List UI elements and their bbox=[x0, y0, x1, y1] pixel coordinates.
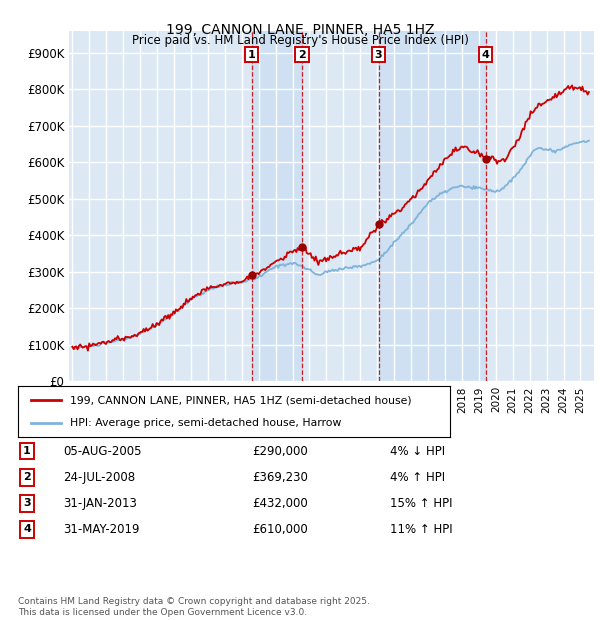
Text: 1: 1 bbox=[23, 446, 31, 456]
Text: 2: 2 bbox=[298, 50, 306, 60]
Text: £290,000: £290,000 bbox=[252, 445, 308, 458]
Text: 2: 2 bbox=[23, 472, 31, 482]
Text: Price paid vs. HM Land Registry's House Price Index (HPI): Price paid vs. HM Land Registry's House … bbox=[131, 34, 469, 47]
Text: 199, CANNON LANE, PINNER, HA5 1HZ: 199, CANNON LANE, PINNER, HA5 1HZ bbox=[166, 23, 434, 37]
Text: 31-MAY-2019: 31-MAY-2019 bbox=[63, 523, 139, 536]
Text: £369,230: £369,230 bbox=[252, 471, 308, 484]
Text: HPI: Average price, semi-detached house, Harrow: HPI: Average price, semi-detached house,… bbox=[70, 418, 341, 428]
Text: 4: 4 bbox=[23, 525, 31, 534]
Text: 1: 1 bbox=[248, 50, 256, 60]
Text: Contains HM Land Registry data © Crown copyright and database right 2025.
This d: Contains HM Land Registry data © Crown c… bbox=[18, 598, 370, 617]
Text: 24-JUL-2008: 24-JUL-2008 bbox=[63, 471, 135, 484]
Text: 3: 3 bbox=[23, 498, 31, 508]
Bar bbox=[251, 31, 302, 381]
Text: 4: 4 bbox=[482, 50, 490, 60]
Text: 15% ↑ HPI: 15% ↑ HPI bbox=[390, 497, 452, 510]
Bar bbox=[379, 31, 486, 381]
Text: 05-AUG-2005: 05-AUG-2005 bbox=[63, 445, 142, 458]
Text: 11% ↑ HPI: 11% ↑ HPI bbox=[390, 523, 452, 536]
Text: £432,000: £432,000 bbox=[252, 497, 308, 510]
Text: 4% ↓ HPI: 4% ↓ HPI bbox=[390, 445, 445, 458]
Text: 4% ↑ HPI: 4% ↑ HPI bbox=[390, 471, 445, 484]
Text: 199, CANNON LANE, PINNER, HA5 1HZ (semi-detached house): 199, CANNON LANE, PINNER, HA5 1HZ (semi-… bbox=[70, 396, 412, 405]
Text: 3: 3 bbox=[375, 50, 382, 60]
Text: 31-JAN-2013: 31-JAN-2013 bbox=[63, 497, 137, 510]
Text: £610,000: £610,000 bbox=[252, 523, 308, 536]
